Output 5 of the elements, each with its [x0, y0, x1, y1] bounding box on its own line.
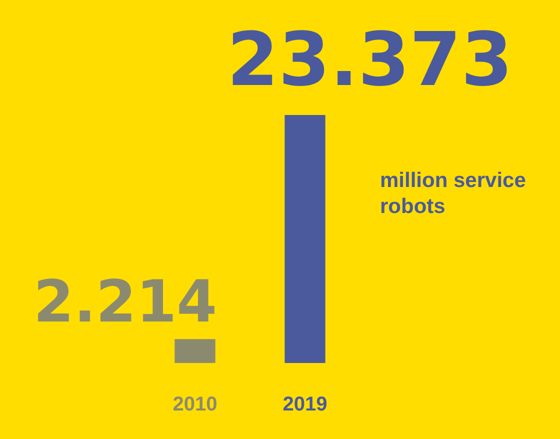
data-label: 23.373	[227, 17, 513, 103]
x-tick-label: 2019	[282, 394, 328, 416]
text: million service robots	[380, 168, 527, 220]
data-label: 2.214	[34, 268, 217, 336]
x-tick-label: 2010	[172, 394, 218, 416]
